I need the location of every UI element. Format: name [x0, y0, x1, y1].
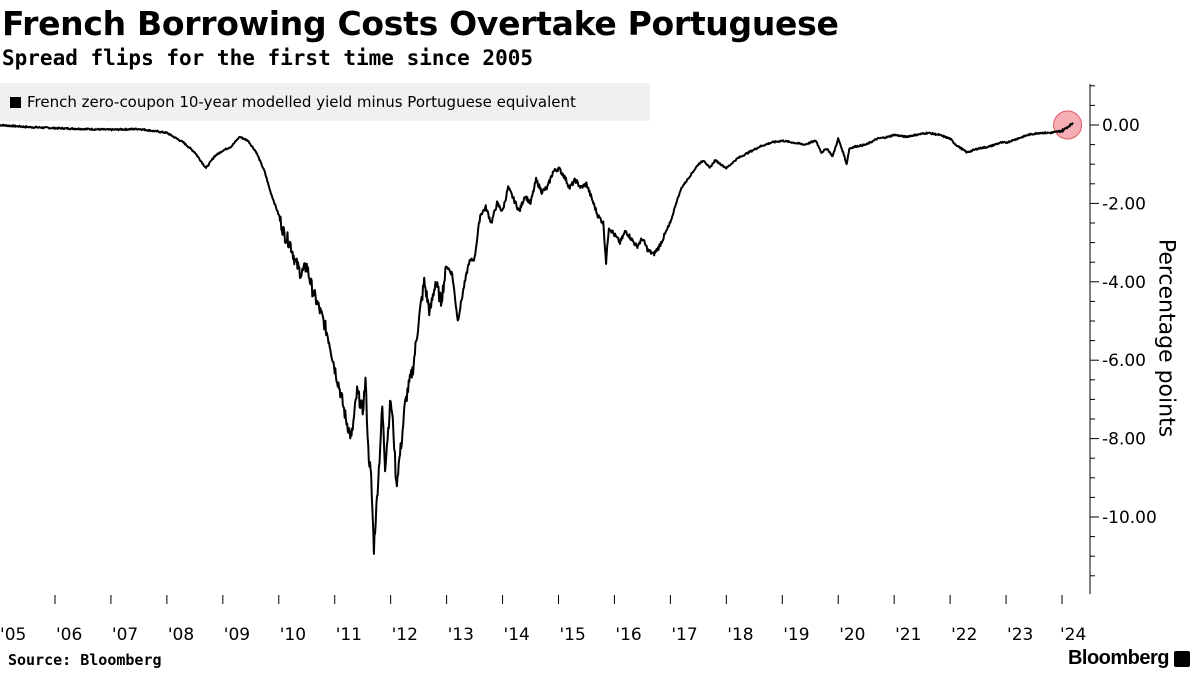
x-tick-label: '12 — [392, 625, 418, 645]
x-tick-label: '17 — [671, 625, 697, 645]
y-tick-label: -2.00 — [1102, 194, 1146, 214]
x-tick-label: '07 — [112, 625, 138, 645]
x-tick-label: '16 — [615, 625, 641, 645]
x-tick-label: '20 — [839, 625, 865, 645]
y-axis-label: Percentage points — [1153, 238, 1179, 438]
x-tick-label: '05 — [0, 625, 26, 645]
brand-logo: Bloomberg — [1068, 647, 1190, 670]
x-tick-label: '11 — [336, 625, 362, 645]
legend-swatch — [10, 96, 21, 108]
x-tick-label: '22 — [951, 625, 977, 645]
legend: French zero-coupon 10-year modelled yiel… — [0, 83, 650, 121]
series-line — [0, 122, 1074, 555]
x-tick-label: '15 — [559, 625, 585, 645]
x-tick-label: '06 — [56, 625, 82, 645]
x-tick-label: '19 — [783, 625, 809, 645]
highlight-marker — [1053, 110, 1083, 140]
x-tick-label: '09 — [224, 625, 250, 645]
x-tick-label: '08 — [168, 625, 194, 645]
y-tick-label: 0.00 — [1102, 116, 1140, 136]
x-tick-label: '14 — [504, 625, 530, 645]
legend-label: French zero-coupon 10-year modelled yiel… — [27, 93, 576, 111]
y-tick-label: -10.00 — [1102, 508, 1157, 528]
x-tick-label: '21 — [895, 625, 921, 645]
x-tick-label: '23 — [1007, 625, 1033, 645]
source-note: Source: Bloomberg — [8, 651, 162, 669]
y-tick-label: -4.00 — [1102, 273, 1146, 293]
x-tick-label: '10 — [280, 625, 306, 645]
chart-title: French Borrowing Costs Overtake Portugue… — [2, 4, 839, 43]
x-tick-label: '24 — [1060, 625, 1086, 645]
y-tick-label: -6.00 — [1102, 351, 1146, 371]
x-tick-label: '13 — [448, 625, 474, 645]
series-layer — [0, 122, 1074, 555]
annotation-layer — [1050, 110, 1083, 140]
brand-icon — [1174, 650, 1190, 667]
y-tick-label: -8.00 — [1102, 430, 1146, 450]
chart-subtitle: Spread flips for the first time since 20… — [2, 46, 534, 70]
series-line-tail — [1050, 122, 1074, 134]
x-tick-label: '18 — [727, 625, 753, 645]
axis-layer: 0.00 -2.00 -4.00 -6.00 -8.00 -10.00 '05 '06 '07 '… — [0, 84, 1157, 645]
brand-text: Bloomberg — [1067, 647, 1170, 669]
